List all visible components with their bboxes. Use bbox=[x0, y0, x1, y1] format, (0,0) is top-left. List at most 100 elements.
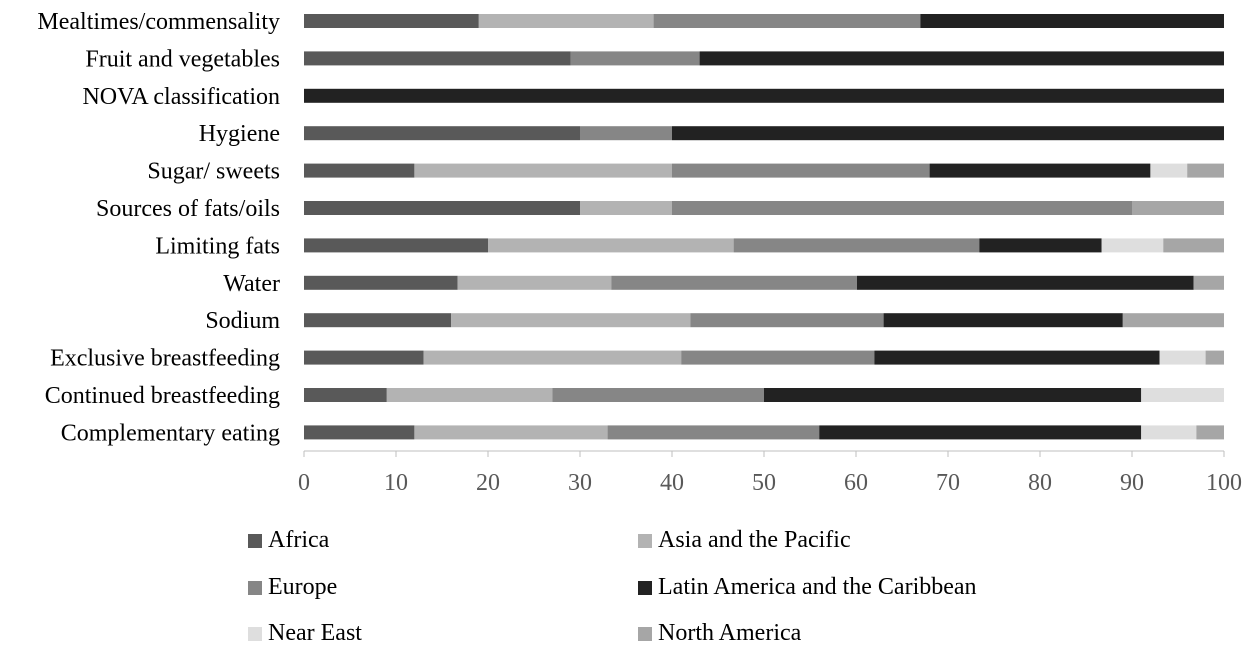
bar-segment bbox=[552, 388, 764, 402]
bar-segment bbox=[607, 425, 820, 440]
x-tick-label: 80 bbox=[1028, 470, 1052, 496]
legend-label: North America bbox=[658, 620, 802, 646]
bars-group bbox=[304, 14, 1224, 440]
bar-segment bbox=[304, 14, 479, 28]
legend-item: Europe bbox=[248, 574, 337, 601]
legend-item: Latin America and the Caribbean bbox=[638, 574, 977, 601]
bar-segment bbox=[733, 238, 980, 253]
bar-segment bbox=[304, 275, 458, 290]
x-tick-label: 40 bbox=[660, 470, 684, 496]
bar-segment bbox=[386, 388, 553, 402]
category-label: Sources of fats/oils bbox=[96, 196, 280, 222]
bar-segment bbox=[1187, 163, 1224, 178]
bar-segment bbox=[1205, 350, 1224, 365]
bar-segment bbox=[414, 425, 608, 440]
x-tick-label: 30 bbox=[568, 470, 592, 496]
bar-segment bbox=[672, 126, 1224, 141]
category-labels: Mealtimes/commensality Fruit and vegetabl… bbox=[37, 9, 280, 446]
legend-item: Near East bbox=[248, 620, 362, 647]
x-tick-label: 10 bbox=[384, 470, 408, 496]
x-tick-label: 100 bbox=[1206, 470, 1242, 496]
x-tick-label: 0 bbox=[298, 470, 310, 496]
bar-segment bbox=[1141, 388, 1224, 402]
legend-swatch bbox=[638, 533, 652, 548]
bar-segment bbox=[856, 275, 1194, 290]
bar-segment bbox=[819, 425, 1142, 440]
category-label: Hygiene bbox=[199, 121, 280, 147]
legend-label: Near East bbox=[268, 620, 362, 646]
bar-segment bbox=[304, 126, 580, 141]
bar-segment bbox=[1150, 163, 1188, 178]
bar-segment bbox=[304, 425, 415, 440]
x-tick-label: 20 bbox=[476, 470, 500, 496]
bar-segment bbox=[1196, 425, 1224, 440]
bar-segment bbox=[653, 14, 921, 28]
legend-item: Asia and the Pacific bbox=[638, 527, 851, 554]
bar-segment bbox=[690, 313, 884, 328]
bar-segment bbox=[672, 163, 930, 178]
bar-segment bbox=[304, 238, 488, 253]
category-label: Continued breastfeeding bbox=[45, 383, 280, 409]
category-label: Fruit and vegetables bbox=[85, 46, 280, 72]
bar-segment bbox=[1122, 313, 1224, 328]
category-label: Sodium bbox=[205, 308, 280, 334]
bar-segment bbox=[1132, 201, 1224, 215]
bar-segment bbox=[304, 388, 387, 402]
bar-segment bbox=[414, 163, 672, 178]
bar-segment bbox=[611, 275, 857, 290]
bar-segment bbox=[979, 238, 1102, 253]
bar-segment bbox=[478, 14, 654, 28]
x-tick-label: 90 bbox=[1120, 470, 1144, 496]
bar-segment bbox=[681, 350, 875, 365]
category-label: Complementary eating bbox=[61, 420, 280, 446]
bar-segment bbox=[304, 201, 580, 215]
bar-segment bbox=[580, 126, 672, 141]
bar-segment bbox=[1193, 275, 1224, 290]
category-label: Sugar/ sweets bbox=[147, 159, 280, 185]
legend: Africa Asia and the Pacific Europe Latin Am… bbox=[248, 524, 1148, 647]
bar-segment bbox=[304, 313, 452, 328]
legend-swatch bbox=[248, 626, 262, 641]
category-label: Limiting fats bbox=[155, 233, 280, 259]
legend-item: Africa bbox=[248, 527, 329, 554]
bar-segment bbox=[451, 313, 691, 328]
stacked-bar-chart: Mealtimes/commensality Fruit and vegetabl… bbox=[37, 9, 1242, 496]
legend-swatch bbox=[638, 626, 652, 641]
legend-item: North America bbox=[638, 620, 801, 647]
x-tick-label: 50 bbox=[752, 470, 776, 496]
x-axis-ticks: 0 10 20 30 40 50 60 70 80 90 100 bbox=[298, 451, 1242, 496]
category-label: NOVA classification bbox=[82, 84, 280, 110]
legend-swatch bbox=[638, 580, 652, 595]
category-label: Water bbox=[223, 271, 280, 297]
bar-segment bbox=[304, 350, 424, 365]
bar-segment bbox=[304, 88, 1224, 103]
legend-label: Asia and the Pacific bbox=[658, 527, 851, 553]
bar-segment bbox=[488, 238, 734, 253]
legend-swatch bbox=[248, 580, 262, 595]
legend-label: Africa bbox=[268, 527, 330, 553]
legend-label: Latin America and the Caribbean bbox=[658, 574, 977, 600]
bar-segment bbox=[423, 350, 682, 365]
bar-segment bbox=[580, 201, 672, 215]
bar-segment bbox=[883, 313, 1123, 328]
bar-segment bbox=[699, 51, 1224, 66]
bar-segment bbox=[874, 350, 1160, 365]
bar-segment bbox=[1141, 425, 1197, 440]
x-tick-label: 60 bbox=[844, 470, 868, 496]
x-tick-label: 70 bbox=[936, 470, 960, 496]
bar-segment bbox=[1163, 238, 1224, 253]
bar-segment bbox=[929, 163, 1151, 178]
bar-segment bbox=[672, 201, 1132, 215]
bar-segment bbox=[570, 51, 700, 66]
legend-label: Europe bbox=[268, 574, 338, 600]
bar-segment bbox=[920, 14, 1224, 28]
category-label: Exclusive breastfeeding bbox=[50, 346, 280, 372]
bar-segment bbox=[1159, 350, 1206, 365]
bar-segment bbox=[1101, 238, 1164, 253]
category-label: Mealtimes/commensality bbox=[37, 9, 280, 35]
bar-segment bbox=[457, 275, 612, 290]
bar-segment bbox=[304, 163, 415, 178]
bar-segment bbox=[304, 51, 571, 66]
legend-swatch bbox=[248, 533, 262, 548]
bar-segment bbox=[764, 388, 1142, 402]
